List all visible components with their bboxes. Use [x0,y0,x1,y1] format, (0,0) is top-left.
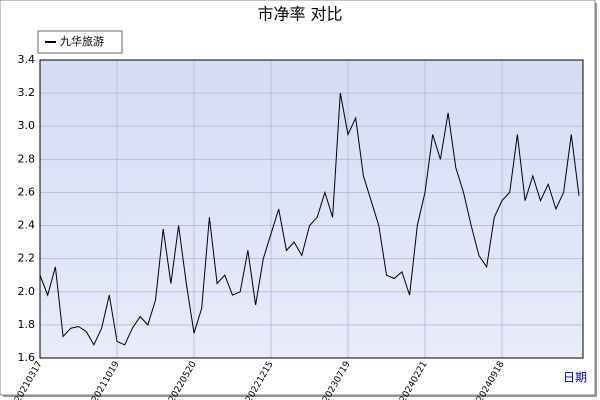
y-tick-label: 1.6 [18,351,36,364]
y-tick-label: 2.2 [18,252,36,265]
y-tick-label: 2.6 [18,185,36,198]
plot-area [40,60,583,358]
legend-label: 九华旅游 [60,34,104,48]
y-tick-label: 1.8 [18,318,36,331]
legend [37,30,123,54]
y-tick-label: 2.8 [18,152,36,165]
plot-border [39,59,584,359]
y-tick-label: 2.0 [18,285,36,298]
chart-title: 市净率 对比 [257,5,342,24]
y-tick-label: 3.4 [18,53,36,66]
line [39,93,580,346]
y-tick-label: 3.2 [18,86,36,99]
x-axis-label: 日期 [563,371,587,385]
y-tick-label: 2.4 [18,219,36,232]
y-tick-label: 3.0 [18,119,36,132]
